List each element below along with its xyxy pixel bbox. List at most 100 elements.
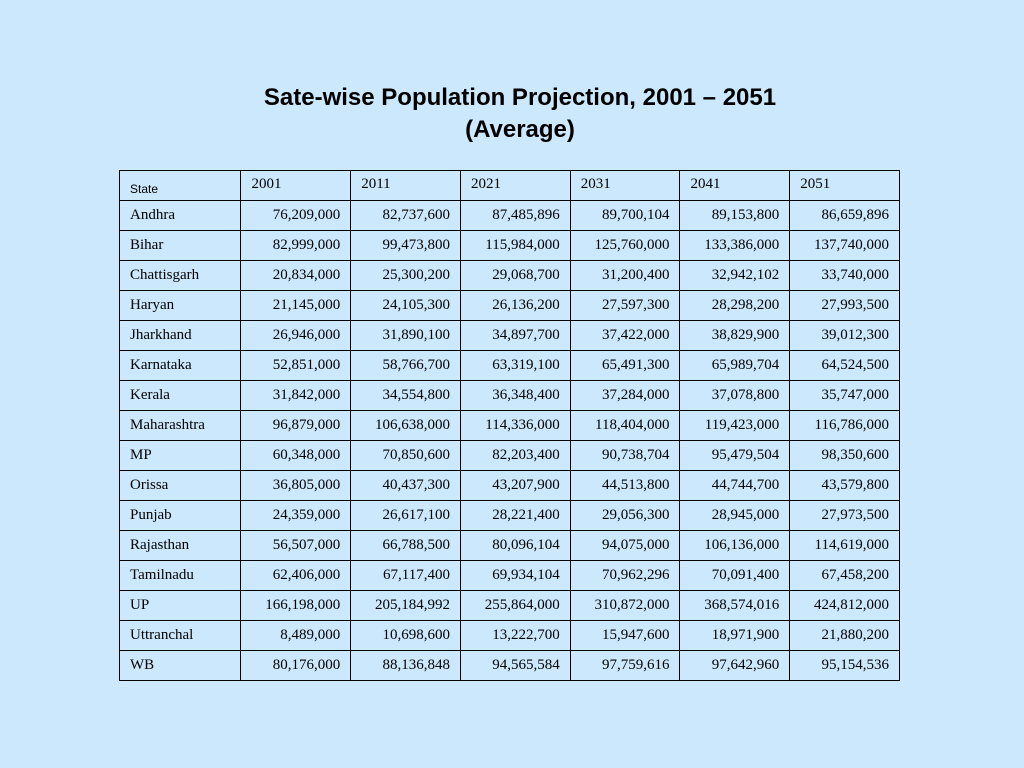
value-2011: 34,554,800 bbox=[350, 380, 461, 411]
table-row: Kerala 31,842,000 34,554,800 36,348,400 37,2… bbox=[118, 380, 900, 411]
value-2001: 56,507,000 bbox=[240, 530, 352, 561]
state-cell: Jharkhand bbox=[118, 320, 242, 351]
value-2041: 95,479,504 bbox=[679, 440, 791, 471]
value-2031: 27,597,300 bbox=[569, 290, 681, 321]
value-2031: 29,056,300 bbox=[569, 500, 681, 531]
table-row: Orissa 36,805,000 40,437,300 43,207,900 44,5… bbox=[118, 470, 900, 501]
state-cell: WB bbox=[118, 650, 242, 681]
table-row: MP 60,348,000 70,850,600 82,203,400 90,738,7… bbox=[118, 440, 900, 471]
value-2041: 119,423,000 bbox=[679, 410, 791, 441]
value-2021: 69,934,104 bbox=[459, 560, 571, 591]
column-header-2031: 2031 bbox=[569, 170, 681, 201]
value-2021: 34,897,700 bbox=[459, 320, 571, 351]
value-2041: 133,386,000 bbox=[679, 230, 791, 261]
value-2011: 67,117,400 bbox=[350, 560, 461, 591]
value-2051: 137,740,000 bbox=[789, 230, 900, 261]
state-cell: Rajasthan bbox=[118, 530, 242, 561]
table-row: Haryan 21,145,000 24,105,300 26,136,200 27,5… bbox=[118, 290, 900, 321]
value-2031: 37,284,000 bbox=[569, 380, 681, 411]
value-2011: 10,698,600 bbox=[350, 620, 461, 651]
value-2021: 115,984,000 bbox=[459, 230, 571, 261]
value-2011: 26,617,100 bbox=[350, 500, 461, 531]
value-2031: 31,200,400 bbox=[569, 260, 681, 291]
value-2041: 70,091,400 bbox=[679, 560, 791, 591]
value-2021: 87,485,896 bbox=[459, 200, 571, 231]
state-cell: UP bbox=[118, 590, 242, 621]
value-2031: 37,422,000 bbox=[569, 320, 681, 351]
value-2041: 37,078,800 bbox=[679, 380, 791, 411]
value-2051: 35,747,000 bbox=[789, 380, 900, 411]
value-2001: 52,851,000 bbox=[240, 350, 352, 381]
value-2001: 26,946,000 bbox=[240, 320, 352, 351]
value-2031: 310,872,000 bbox=[569, 590, 681, 621]
value-2041: 18,971,900 bbox=[679, 620, 791, 651]
table-row: Punjab 24,359,000 26,617,100 28,221,400 29,0… bbox=[118, 500, 900, 531]
column-header-state: State bbox=[118, 170, 242, 201]
state-cell: Andhra bbox=[118, 200, 242, 231]
value-2051: 27,993,500 bbox=[789, 290, 900, 321]
value-2051: 116,786,000 bbox=[789, 410, 900, 441]
value-2051: 33,740,000 bbox=[789, 260, 900, 291]
value-2051: 64,524,500 bbox=[789, 350, 900, 381]
value-2021: 43,207,900 bbox=[459, 470, 571, 501]
value-2011: 70,850,600 bbox=[350, 440, 461, 471]
value-2011: 24,105,300 bbox=[350, 290, 461, 321]
column-header-2011: 2011 bbox=[350, 170, 461, 201]
value-2051: 98,350,600 bbox=[789, 440, 900, 471]
value-2031: 65,491,300 bbox=[569, 350, 681, 381]
value-2011: 25,300,200 bbox=[350, 260, 461, 291]
value-2011: 40,437,300 bbox=[350, 470, 461, 501]
value-2031: 118,404,000 bbox=[569, 410, 681, 441]
column-header-2051: 2051 bbox=[789, 170, 900, 201]
value-2011: 58,766,700 bbox=[350, 350, 461, 381]
value-2021: 255,864,000 bbox=[459, 590, 571, 621]
value-2031: 125,760,000 bbox=[569, 230, 681, 261]
value-2041: 38,829,900 bbox=[679, 320, 791, 351]
slide-title: Sate-wise Population Projection, 2001 – … bbox=[0, 82, 1024, 146]
value-2001: 8,489,000 bbox=[240, 620, 352, 651]
value-2011: 106,638,000 bbox=[350, 410, 461, 441]
value-2021: 63,319,100 bbox=[459, 350, 571, 381]
value-2041: 32,942,102 bbox=[679, 260, 791, 291]
value-2031: 89,700,104 bbox=[569, 200, 681, 231]
value-2001: 20,834,000 bbox=[240, 260, 352, 291]
value-2001: 96,879,000 bbox=[240, 410, 352, 441]
value-2031: 15,947,600 bbox=[569, 620, 681, 651]
table-row: WB 80,176,000 88,136,848 94,565,584 97,759,6… bbox=[118, 650, 900, 681]
value-2021: 114,336,000 bbox=[459, 410, 571, 441]
value-2031: 94,075,000 bbox=[569, 530, 681, 561]
value-2001: 76,209,000 bbox=[240, 200, 352, 231]
value-2001: 82,999,000 bbox=[240, 230, 352, 261]
column-header-2041: 2041 bbox=[679, 170, 791, 201]
value-2051: 21,880,200 bbox=[789, 620, 900, 651]
table-row: Rajasthan 56,507,000 66,788,500 80,096,104 9… bbox=[118, 530, 900, 561]
value-2051: 114,619,000 bbox=[789, 530, 900, 561]
state-cell: MP bbox=[118, 440, 242, 471]
value-2041: 28,945,000 bbox=[679, 500, 791, 531]
title-line-1: Sate-wise Population Projection, 2001 – … bbox=[263, 84, 777, 111]
value-2051: 43,579,800 bbox=[789, 470, 900, 501]
column-header-2001: 2001 bbox=[240, 170, 352, 201]
table-row: Tamilnadu 62,406,000 67,117,400 69,934,104 7… bbox=[118, 560, 900, 591]
state-cell: Kerala bbox=[118, 380, 242, 411]
value-2001: 24,359,000 bbox=[240, 500, 352, 531]
value-2021: 94,565,584 bbox=[459, 650, 571, 681]
value-2041: 89,153,800 bbox=[679, 200, 791, 231]
value-2051: 86,659,896 bbox=[789, 200, 900, 231]
value-2011: 205,184,992 bbox=[350, 590, 461, 621]
table-row: Jharkhand 26,946,000 31,890,100 34,897,700 3… bbox=[118, 320, 900, 351]
value-2001: 21,145,000 bbox=[240, 290, 352, 321]
value-2051: 27,973,500 bbox=[789, 500, 900, 531]
value-2011: 82,737,600 bbox=[350, 200, 461, 231]
state-cell: Haryan bbox=[118, 290, 242, 321]
value-2041: 44,744,700 bbox=[679, 470, 791, 501]
population-table: State 2001 2011 2021 2031 2041 2051 Andh… bbox=[118, 170, 900, 681]
value-2041: 65,989,704 bbox=[679, 350, 791, 381]
table-row: Bihar 82,999,000 99,473,800 115,984,000 125,… bbox=[118, 230, 900, 261]
table-row: Andhra 76,209,000 82,737,600 87,485,896 89,7… bbox=[118, 200, 900, 231]
value-2021: 82,203,400 bbox=[459, 440, 571, 471]
value-2011: 66,788,500 bbox=[350, 530, 461, 561]
table-row: Uttranchal 8,489,000 10,698,600 13,222,700 1… bbox=[118, 620, 900, 651]
value-2011: 31,890,100 bbox=[350, 320, 461, 351]
value-2001: 60,348,000 bbox=[240, 440, 352, 471]
